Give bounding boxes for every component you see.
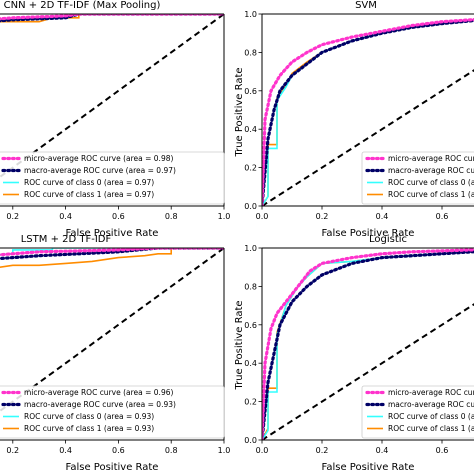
x-axis-label: False Positive Rate [322, 228, 415, 239]
y-axis-label: True Positive Rate [234, 67, 245, 157]
x-tick-label: 0.6 [436, 446, 449, 455]
legend-label: macro-average ROC curve (area = 0.97) [24, 166, 176, 175]
x-tick-label: 0.2 [316, 446, 329, 455]
legend-label: ROC curve of class 0 (area [388, 412, 474, 421]
y-tick-label: 0.8 [244, 48, 257, 57]
legend: micro-average ROC curve macro-average ROC… [361, 385, 474, 439]
legend-box [0, 385, 225, 439]
roc-series-line [262, 18, 474, 206]
legend-label: ROC curve of class 1 (area = 0.97) [24, 190, 154, 199]
y-axis-ticks: 0.0 0.2 0.4 0.6 0.8 1.0 [244, 244, 262, 445]
x-tick-label: 0.4 [376, 212, 389, 221]
x-tick-label: 0.4 [376, 446, 389, 455]
panel-lstm: LSTM + 2D TF-IDF 0.2 0.4 0.6 0.8 1.0 False P… [0, 234, 230, 473]
y-tick-label: 0.4 [244, 359, 257, 368]
legend-label: ROC curve of class 0 (area [388, 178, 474, 187]
x-axis-ticks: 0.0 0.2 0.4 0.6 [256, 440, 449, 455]
plot-area [262, 18, 474, 206]
x-tick-label: 0.4 [59, 446, 72, 455]
legend-box [0, 151, 225, 205]
legend-label: macro-average ROC curve [388, 166, 474, 175]
legend-label: micro-average ROC curve (area = 0.98) [24, 154, 173, 163]
y-tick-label: 1.0 [244, 10, 257, 19]
x-tick-label: 0.6 [112, 446, 125, 455]
y-tick-label: 0.4 [244, 125, 257, 134]
legend-label: ROC curve of class 0 (area = 0.93) [24, 412, 154, 421]
roc-series-line [262, 250, 474, 440]
x-tick-label: 0.2 [316, 212, 329, 221]
roc-series-line [0, 14, 224, 21]
y-tick-label: 0.0 [244, 202, 257, 211]
legend-label: ROC curve of class 1 (area [388, 190, 474, 199]
y-tick-label: 0.6 [244, 321, 257, 330]
legend-label: micro-average ROC curve [388, 388, 474, 397]
roc-series-line [0, 248, 224, 268]
x-tick-label: 0.8 [165, 212, 178, 221]
legend-label: micro-average ROC curve [388, 154, 474, 163]
x-tick-label: 1.0 [218, 212, 231, 221]
panel-cnn: CNN + 2D TF-IDF (Max Pooling) 0.2 0.4 0.6 0… [0, 0, 230, 239]
legend-label: micro-average ROC curve (area = 0.96) [24, 388, 173, 397]
legend-label: macro-average ROC curve (area = 0.93) [24, 400, 176, 409]
legend-label: macro-average ROC curve [388, 400, 474, 409]
roc-series-line [0, 248, 224, 257]
panel-svm: SVM 0.0 0.2 0.4 0.6 0.0 0.2 0.4 0.6 0.8 1.0 Fals… [234, 0, 474, 239]
y-tick-label: 0.8 [244, 282, 257, 291]
x-axis-label: False Positive Rate [322, 462, 415, 473]
y-tick-label: 0.6 [244, 87, 257, 96]
legend: micro-average ROC curve (area = 0.96) mac… [0, 385, 225, 439]
x-tick-label: 0.2 [6, 446, 19, 455]
legend: micro-average ROC curve macro-average ROC… [361, 151, 474, 205]
legend-label: ROC curve of class 1 (area [388, 424, 474, 433]
panel-title: CNN + 2D TF-IDF (Max Pooling) [4, 0, 161, 11]
x-tick-label: 1.0 [218, 446, 231, 455]
y-axis-ticks: 0.0 0.2 0.4 0.6 0.8 1.0 [244, 10, 262, 211]
roc-series-line [262, 248, 474, 440]
panel-logistic: Logistic 0.0 0.2 0.4 0.6 0.0 0.2 0.4 0.6 0.8 1.0… [234, 234, 474, 473]
legend-box [361, 385, 474, 439]
x-tick-label: 0.8 [165, 446, 178, 455]
x-tick-label: 0.0 [256, 446, 269, 455]
plot-area [262, 248, 474, 440]
y-tick-label: 1.0 [244, 244, 257, 253]
legend-box [361, 151, 474, 205]
roc-series-line [0, 14, 224, 23]
roc-series-line [0, 248, 224, 261]
x-axis-ticks: 0.2 0.4 0.6 0.8 1.0 [6, 440, 230, 455]
x-tick-label: 0.6 [112, 212, 125, 221]
x-axis-ticks: 0.0 0.2 0.4 0.6 [256, 206, 449, 221]
x-tick-label: 0.6 [436, 212, 449, 221]
panel-title: LSTM + 2D TF-IDF [21, 234, 112, 245]
x-tick-label: 0.2 [6, 212, 19, 221]
x-axis-label: False Positive Rate [66, 228, 159, 239]
legend-label: ROC curve of class 1 (area = 0.93) [24, 424, 154, 433]
legend-label: ROC curve of class 0 (area = 0.97) [24, 178, 154, 187]
x-axis-label: False Positive Rate [66, 462, 159, 473]
legend: micro-average ROC curve (area = 0.98) mac… [0, 151, 225, 205]
panel-title: Logistic [369, 234, 407, 245]
x-tick-label: 0.4 [59, 212, 72, 221]
panel-title: SVM [355, 0, 377, 11]
roc-series-line [262, 18, 474, 206]
y-tick-label: 0.2 [244, 398, 257, 407]
x-axis-ticks: 0.2 0.4 0.6 0.8 1.0 [6, 206, 230, 221]
x-tick-label: 0.0 [256, 212, 269, 221]
y-tick-label: 0.0 [244, 436, 257, 445]
y-tick-label: 0.2 [244, 164, 257, 173]
y-axis-label: True Positive Rate [234, 300, 245, 390]
